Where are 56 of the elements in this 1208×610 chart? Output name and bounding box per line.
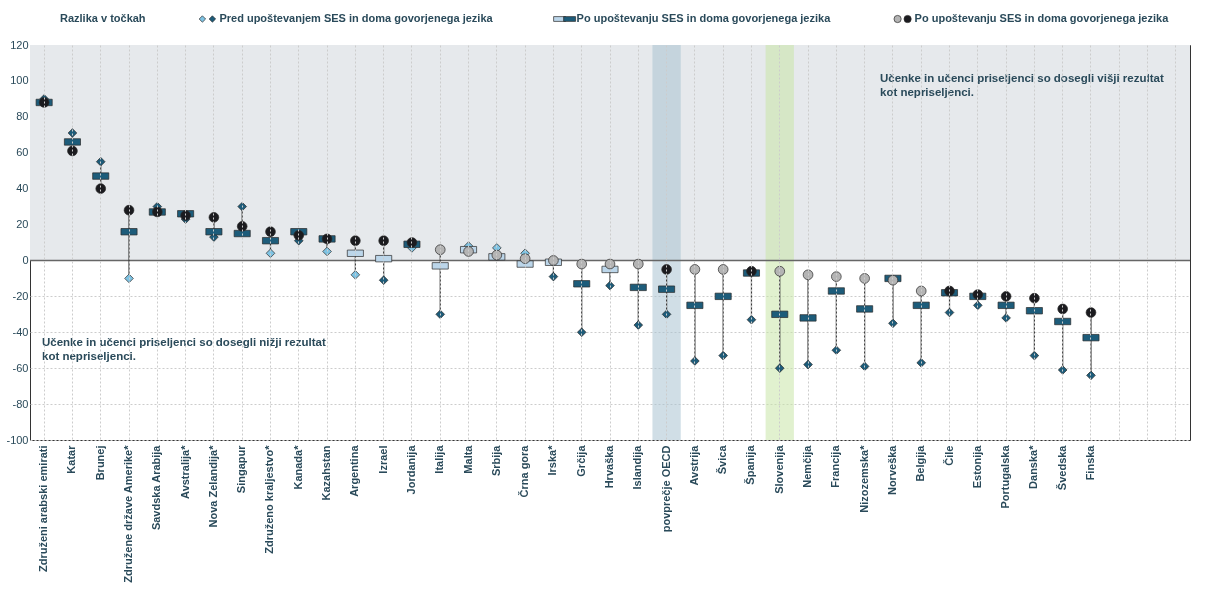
- x-tick-label: Srbija: [489, 444, 502, 477]
- x-tick-label: Avstralija*: [178, 444, 191, 499]
- x-tick-label: Izrael: [376, 445, 389, 474]
- x-tick-label: Italija: [433, 444, 446, 474]
- x-tick-label: Francija: [829, 444, 842, 488]
- legend-label: Po upoštevanju SES in doma govorjenega jezika: [914, 12, 1170, 24]
- x-tick-label: Islandija: [631, 444, 644, 490]
- y-tick-label: -60: [12, 361, 29, 374]
- y-axis-title: Razlika v točkah: [60, 12, 146, 24]
- y-tick-label: 100: [10, 74, 29, 87]
- x-tick-label: Argentina: [348, 444, 361, 497]
- x-tick-label: Savdska Arabija: [150, 444, 163, 531]
- y-tick-label: 120: [10, 38, 29, 51]
- x-tick-label: Malta: [461, 444, 474, 474]
- x-tick-label: Finska: [1083, 444, 1096, 481]
- x-tick-label: Združene države Amerike*: [122, 444, 135, 583]
- legend-label: Po upoštevanju SES in doma govorjenega jezika: [576, 12, 832, 24]
- y-tick-label: 40: [16, 182, 29, 195]
- x-tick-label: Nova Zelandija*: [206, 444, 219, 528]
- x-tick-label: Belgija: [914, 444, 927, 482]
- x-tick-label: Združeni arabski emirati: [37, 445, 50, 573]
- x-tick-label: Kanada*: [291, 444, 304, 490]
- x-tick-label: Kazahstan: [320, 445, 333, 501]
- x-tick-label: Črna gora: [518, 444, 531, 498]
- x-tick-label: Slovenija: [772, 444, 785, 494]
- annotation: Učenke in učenci priseljenci so dosegli višji rezultat kot nepriseljenci.: [880, 71, 1164, 98]
- x-tick-label: Jordanija: [404, 444, 417, 495]
- x-tick-label: Hrvaška: [603, 444, 615, 489]
- x-tick-label: Švica: [716, 444, 729, 475]
- x-tick-label: Avstrija: [687, 444, 700, 486]
- x-tick-label: Singapur: [235, 444, 248, 494]
- x-tick-label: Španija: [744, 444, 757, 485]
- x-tick-label: Nemčija: [801, 444, 814, 488]
- y-tick-label: 0: [22, 253, 29, 266]
- y-tick-label: 80: [16, 110, 29, 123]
- x-tick-label: Brunej: [93, 445, 106, 481]
- x-tick-label: Irska*: [546, 444, 559, 476]
- x-tick-label: Estonija: [970, 444, 983, 489]
- y-tick-label: 20: [16, 218, 29, 231]
- x-tick-label: Katar: [65, 444, 78, 474]
- x-tick-label: Čile: [942, 445, 955, 466]
- y-tick-label: -100: [6, 433, 29, 446]
- x-tick-label: povprečje OECD: [659, 445, 672, 533]
- y-tick-label: 60: [16, 146, 29, 159]
- legend-label: Pred upoštevanjem SES in doma govorjenega jezika: [219, 12, 494, 24]
- x-tick-label: Švedska: [1055, 444, 1068, 491]
- x-tick-label: Norveška: [885, 444, 898, 496]
- y-tick-label: -40: [12, 325, 29, 338]
- annotation: Učenke in učenci priseljenci so dosegli nižji rezultat kot nepriseljenci.: [42, 336, 326, 363]
- x-tick-label: Portugalska: [999, 444, 1012, 509]
- x-tick-label: Grčija: [574, 444, 587, 477]
- y-tick-label: -80: [12, 397, 29, 410]
- x-tick-label: Združeno kraljestvo*: [263, 444, 276, 554]
- x-tick-label: Nizozemska*: [857, 444, 870, 513]
- x-tick-label: Danska*: [1027, 444, 1040, 489]
- y-tick-label: -20: [12, 289, 29, 302]
